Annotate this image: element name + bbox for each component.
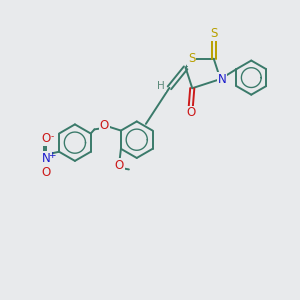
Text: O: O xyxy=(42,166,51,178)
Text: O: O xyxy=(42,132,51,145)
Text: -: - xyxy=(50,132,53,141)
Text: O: O xyxy=(100,119,109,132)
Text: +: + xyxy=(48,151,56,160)
Text: S: S xyxy=(188,52,195,64)
Text: H: H xyxy=(157,81,165,92)
Text: S: S xyxy=(210,27,218,40)
Text: O: O xyxy=(115,159,124,172)
Text: N: N xyxy=(218,73,226,85)
Text: O: O xyxy=(186,106,195,119)
Text: N: N xyxy=(42,152,51,165)
